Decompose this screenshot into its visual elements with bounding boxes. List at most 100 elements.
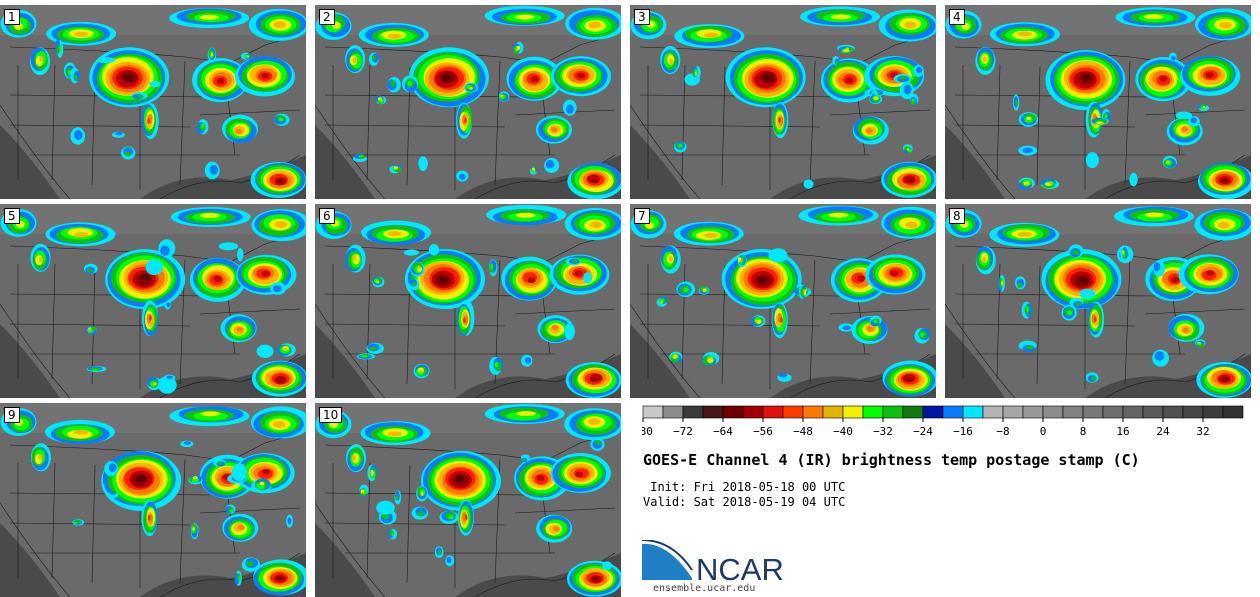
cloud-contour	[199, 213, 220, 219]
colorbar-swatch	[1202, 405, 1224, 419]
cloud-contour	[919, 332, 925, 337]
colorbar-tick-label: 32	[1196, 425, 1209, 438]
cloud-contour	[438, 276, 448, 284]
cloud-contour	[274, 221, 288, 228]
satellite-map	[630, 5, 936, 199]
cloud-contour	[277, 377, 285, 383]
colorbar-swatch	[982, 405, 1004, 419]
cloud-contour	[873, 320, 877, 323]
panel-label: 3	[634, 9, 650, 25]
cloud-contour	[115, 131, 123, 136]
cloud-contour	[574, 471, 584, 478]
cloud-contour	[192, 526, 195, 531]
cloud-contour	[369, 346, 377, 352]
cloud-contour	[574, 270, 583, 277]
colorbar-tick-label: −16	[953, 425, 973, 438]
cloud-contour	[602, 561, 613, 571]
cloud-contour	[275, 178, 283, 184]
cloud-contour	[1153, 262, 1161, 272]
cloud-contour	[261, 270, 270, 277]
ensemble-panel-10: 10	[315, 403, 621, 597]
satellite-map	[0, 403, 306, 597]
panel-label: 7	[634, 208, 650, 224]
cloud-contour	[906, 148, 910, 151]
colorbar-swatch	[1002, 405, 1024, 419]
cloud-contour	[395, 494, 399, 501]
cloud-contour	[1219, 21, 1232, 29]
cloud-contour	[123, 75, 133, 82]
cloud-field	[630, 205, 936, 397]
cloud-contour	[545, 160, 555, 169]
cloud-contour	[1105, 113, 1108, 118]
cloud-contour	[982, 56, 987, 63]
cloud-contour	[553, 526, 560, 532]
cloud-contour	[916, 66, 923, 74]
cloud-contour	[1198, 342, 1201, 345]
cloud-contour	[230, 509, 234, 513]
cloud-contour	[136, 94, 143, 98]
colorbar-tick-label: −8	[996, 425, 1009, 438]
cloud-contour	[361, 491, 364, 494]
cloud-contour	[842, 49, 850, 52]
cloud-contour	[237, 525, 245, 531]
cloud-contour	[532, 167, 535, 171]
cloud-contour	[1206, 270, 1215, 276]
cloud-contour	[458, 173, 466, 180]
colorbar-swatch	[942, 405, 964, 419]
cloud-contour	[1026, 306, 1030, 312]
cloud-contour	[153, 382, 157, 386]
cloud-contour	[275, 576, 283, 581]
cloud-contour	[1091, 376, 1097, 381]
cloud-contour	[524, 357, 532, 364]
cloud-contour	[905, 221, 918, 229]
cloud-contour	[566, 104, 574, 114]
cloud-contour	[166, 375, 173, 380]
cloud-contour	[1166, 160, 1170, 164]
panel-label: 2	[319, 9, 335, 25]
cloud-contour	[145, 259, 164, 276]
colorbar-tick-label: −80	[642, 425, 653, 438]
cloud-field	[315, 204, 621, 398]
cloud-contour	[1067, 310, 1072, 316]
cloud-contour	[73, 521, 78, 524]
colorbar-swatch	[1142, 405, 1164, 419]
ocean-area	[0, 523, 306, 597]
cloud-contour	[907, 149, 913, 153]
colorbar-swatch	[1162, 405, 1184, 419]
cloud-contour	[907, 178, 915, 184]
colorbar-swatch	[902, 405, 924, 419]
satellite-map	[315, 204, 621, 398]
colorbar-swatch	[882, 405, 904, 419]
colorbar-swatch	[1222, 405, 1244, 419]
colorbar-swatch	[1022, 405, 1044, 419]
colorbar-tick-label: −40	[833, 425, 853, 438]
cloud-contour	[464, 117, 467, 124]
cloud-contour	[380, 99, 383, 102]
ensemble-panel-6: 6	[315, 204, 621, 398]
cloud-contour	[1048, 182, 1053, 185]
ocean-area	[315, 125, 621, 199]
cloud-contour	[376, 500, 395, 515]
cloud-contour	[1171, 55, 1176, 61]
panel-label: 4	[949, 9, 965, 25]
cloud-contour	[259, 481, 265, 486]
cloud-contour	[1182, 327, 1189, 333]
panel-label: 5	[4, 208, 20, 224]
cloud-contour	[1144, 212, 1165, 218]
cloud-field	[0, 8, 306, 198]
cloud-contour	[124, 151, 131, 157]
cloud-contour	[911, 98, 915, 102]
cloud-contour	[494, 361, 499, 368]
ocean-area	[315, 523, 621, 597]
cloud-contour	[1121, 250, 1124, 254]
colorbar-swatch	[642, 405, 664, 419]
cloud-contour	[352, 254, 357, 261]
colorbar-tick-label: −64	[713, 425, 733, 438]
cloud-contour	[407, 81, 413, 87]
cloud-contour	[1154, 351, 1165, 361]
ensemble-panel-9: 9	[0, 403, 306, 597]
cloud-contour	[866, 128, 873, 134]
cloud-contour	[1205, 72, 1214, 78]
cloud-contour	[890, 270, 899, 276]
